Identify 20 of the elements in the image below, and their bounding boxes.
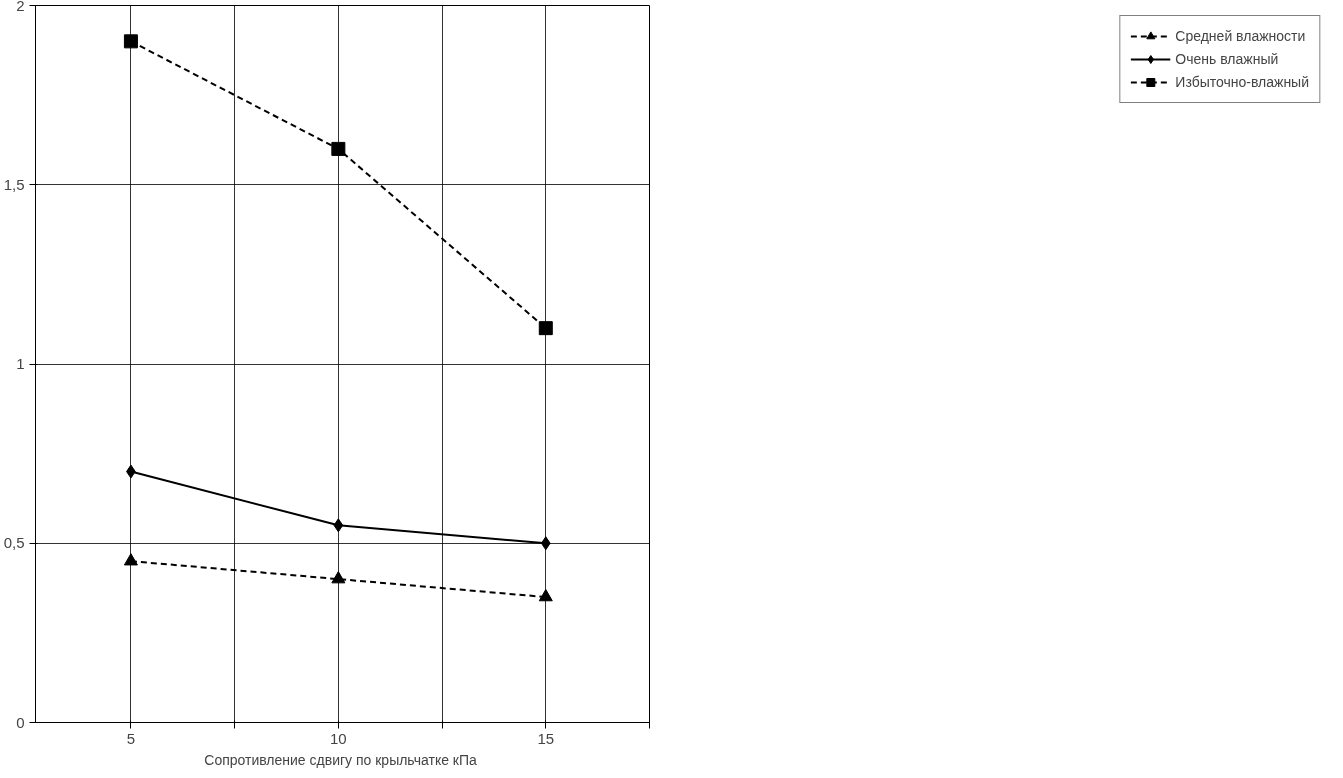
point: [538, 321, 553, 336]
point: [123, 34, 138, 49]
x-tick-label: 10: [330, 729, 347, 747]
point: [538, 589, 553, 602]
x-axis-title: Сопротивление сдвигу по крыльчатке кПа: [204, 751, 478, 768]
point: [540, 536, 551, 551]
legend-label: Избыточно-влажный: [1175, 74, 1309, 90]
legend-label: Очень влажный: [1175, 51, 1279, 67]
x-tick-label: 15: [537, 729, 555, 747]
point: [331, 571, 346, 584]
y-tick-label: 0: [16, 713, 25, 731]
y-tick-label: 2: [16, 0, 25, 14]
point: [331, 141, 346, 156]
point: [333, 518, 344, 533]
x-tick-label: 5: [126, 729, 136, 747]
y-tick-label: 1,5: [3, 175, 25, 193]
legend-label: Средней влажности: [1175, 28, 1306, 44]
point: [123, 553, 138, 566]
y-tick-label: 1: [16, 355, 25, 372]
y-tick-label: 0,5: [3, 534, 25, 552]
